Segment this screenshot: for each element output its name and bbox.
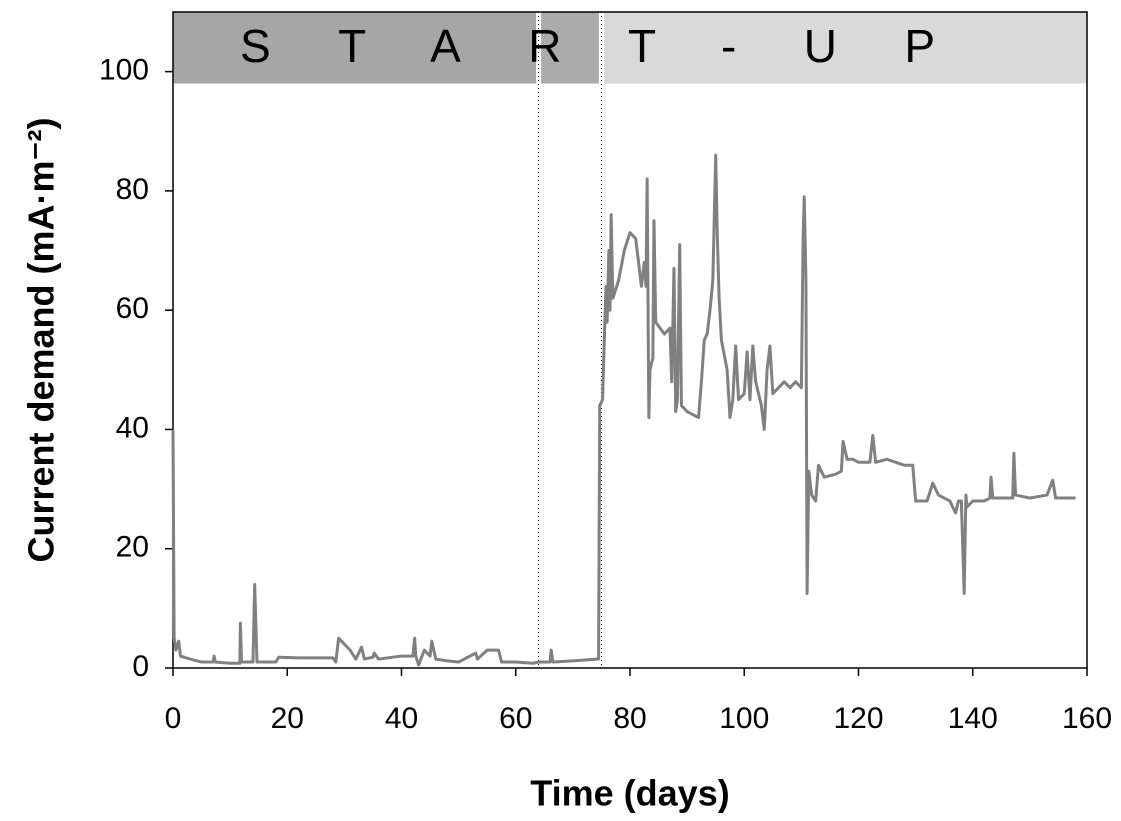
x-tick-label: 0 [165, 702, 182, 735]
x-tick-label: 120 [833, 702, 883, 735]
x-tick-label: 60 [499, 702, 532, 735]
y-tick-label: 100 [99, 54, 149, 87]
x-tick-label: 140 [948, 702, 998, 735]
y-axis-title: Current demand (mA·m⁻²) [21, 117, 62, 562]
x-tick-label: 160 [1062, 702, 1112, 735]
data-line [171, 153, 1076, 667]
x-tick-label: 80 [613, 702, 646, 735]
phase-band [541, 12, 599, 84]
phase-band [173, 12, 537, 84]
x-tick-label: 20 [271, 702, 304, 735]
x-axis-title: Time (days) [530, 773, 729, 814]
y-tick-label: 20 [116, 531, 149, 564]
y-tick-label: 80 [116, 173, 149, 206]
x-tick-label: 40 [385, 702, 418, 735]
plot-frame [172, 11, 1088, 669]
x-tick-label: 100 [719, 702, 769, 735]
y-tick-label: 0 [132, 650, 149, 683]
y-tick-label: 40 [116, 411, 149, 444]
phase-band [603, 12, 1087, 84]
y-tick-label: 60 [116, 292, 149, 325]
